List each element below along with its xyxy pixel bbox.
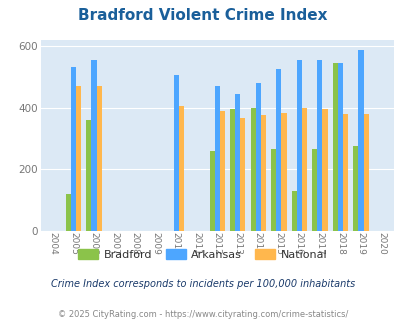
Bar bbox=[76, 86, 81, 231]
Bar bbox=[281, 113, 286, 231]
Bar bbox=[362, 114, 368, 231]
Bar bbox=[271, 149, 275, 231]
Text: Bradford Violent Crime Index: Bradford Violent Crime Index bbox=[78, 8, 327, 23]
Bar bbox=[209, 151, 214, 231]
Bar bbox=[296, 60, 301, 231]
Bar bbox=[260, 115, 265, 231]
Bar bbox=[240, 118, 245, 231]
Bar bbox=[311, 149, 317, 231]
Bar bbox=[66, 194, 71, 231]
Bar bbox=[91, 60, 96, 231]
Bar bbox=[291, 191, 296, 231]
Bar bbox=[219, 111, 224, 231]
Text: © 2025 CityRating.com - https://www.cityrating.com/crime-statistics/: © 2025 CityRating.com - https://www.city… bbox=[58, 310, 347, 319]
Bar bbox=[255, 83, 260, 231]
Bar bbox=[96, 86, 101, 231]
Bar bbox=[250, 108, 255, 231]
Bar bbox=[301, 108, 306, 231]
Bar bbox=[214, 86, 219, 231]
Bar bbox=[358, 50, 362, 231]
Bar bbox=[234, 94, 240, 231]
Bar bbox=[322, 109, 327, 231]
Bar bbox=[317, 60, 322, 231]
Bar bbox=[230, 109, 234, 231]
Legend: Bradford, Arkansas, National: Bradford, Arkansas, National bbox=[74, 245, 331, 264]
Bar bbox=[178, 106, 183, 231]
Bar bbox=[352, 146, 358, 231]
Bar bbox=[71, 67, 76, 231]
Bar bbox=[275, 69, 281, 231]
Text: Crime Index corresponds to incidents per 100,000 inhabitants: Crime Index corresponds to incidents per… bbox=[51, 279, 354, 289]
Bar bbox=[332, 63, 337, 231]
Bar bbox=[337, 63, 342, 231]
Bar bbox=[86, 120, 91, 231]
Bar bbox=[173, 75, 178, 231]
Bar bbox=[342, 114, 347, 231]
